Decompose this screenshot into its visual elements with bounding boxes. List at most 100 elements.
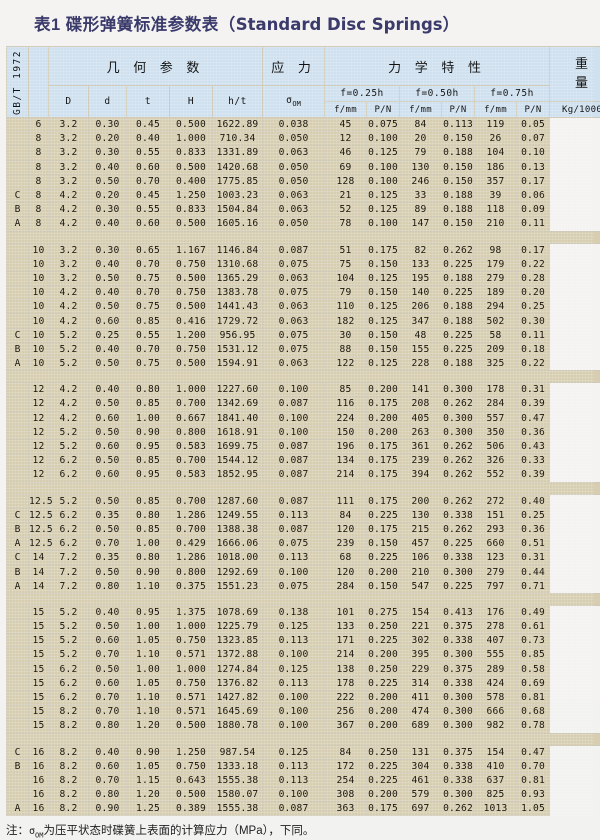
cell-H: 0.75 <box>127 271 170 285</box>
cell-t: 0.30 <box>89 203 127 217</box>
cell-kg: 0.73 <box>517 634 550 648</box>
group-separator-cell <box>7 593 600 605</box>
cell-H: 0.60 <box>127 217 170 231</box>
cell-f3: 0.225 <box>442 342 475 356</box>
cell-p2: 89 <box>400 203 442 217</box>
page-title: 表1 碟形弹簧标准参数表（Standard Disc Springs） <box>34 11 460 35</box>
cell-H: 1.20 <box>127 788 170 802</box>
cell-ht: 0.500 <box>170 719 213 733</box>
cell-ht: 0.833 <box>170 146 213 160</box>
cell-p3: 982 <box>475 719 517 733</box>
header-weight: 重 量 <box>550 47 600 102</box>
cell-p3: 279 <box>475 565 517 579</box>
cell-p2: 263 <box>400 425 442 439</box>
cell-f3: 0.300 <box>442 648 475 662</box>
cell-f3: 0.150 <box>442 132 475 146</box>
cell-sigma: 1287.60 <box>213 494 263 508</box>
cell-sigma: 1880.78 <box>213 719 263 733</box>
cell-p3: 325 <box>475 357 517 371</box>
cell-f3: 0.150 <box>442 174 475 188</box>
cell-kg: 0.22 <box>517 357 550 371</box>
cell-p3: 119 <box>475 118 517 132</box>
cell-f1: 0.050 <box>263 217 325 231</box>
cell-kg: 0.31 <box>517 383 550 397</box>
cell-f2: 0.175 <box>367 439 400 453</box>
cell-D: 10 <box>29 243 49 257</box>
cell-ht: 1.286 <box>170 551 213 565</box>
cell-f2: 0.225 <box>367 773 400 787</box>
cell-cls <box>7 132 29 146</box>
group-separator-cell <box>7 482 600 494</box>
cell-d: 3.2 <box>49 146 89 160</box>
cell-d: 4.2 <box>49 300 89 314</box>
cell-kg: 0.44 <box>517 565 550 579</box>
cell-sigma: 1078.69 <box>213 605 263 619</box>
cell-p2: 133 <box>400 257 442 271</box>
cell-kg: 0.09 <box>517 203 550 217</box>
cell-p1: 46 <box>325 146 367 160</box>
cell-ht: 0.429 <box>170 537 213 551</box>
cell-p3: 123 <box>475 551 517 565</box>
cell-ht: 1.167 <box>170 243 213 257</box>
cell-f1: 0.075 <box>263 286 325 300</box>
cell-f1: 0.100 <box>263 565 325 579</box>
cell-p3: 825 <box>475 788 517 802</box>
cell-cls: A <box>7 217 29 231</box>
cell-kg: 0.49 <box>517 605 550 619</box>
cell-cls <box>7 439 29 453</box>
cell-ht: 0.700 <box>170 494 213 508</box>
cell-ht: 0.500 <box>170 357 213 371</box>
cell-kg: 0.81 <box>517 690 550 704</box>
cell-p2: 79 <box>400 146 442 160</box>
cell-H: 0.70 <box>127 342 170 356</box>
cell-cls <box>7 314 29 328</box>
cell-t: 0.70 <box>89 537 127 551</box>
cell-f1: 0.063 <box>263 314 325 328</box>
